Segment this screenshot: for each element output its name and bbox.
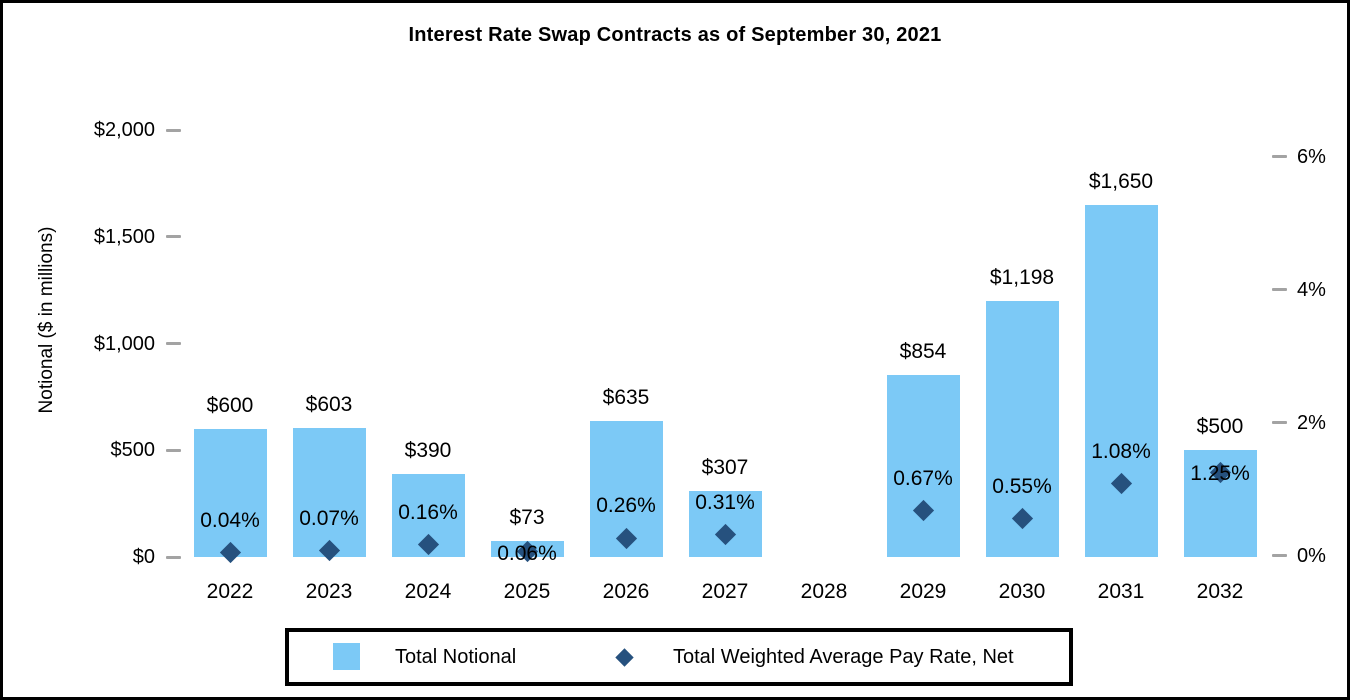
x-axis-category-label: 2028 <box>800 580 848 603</box>
total-notional-bar <box>1084 204 1158 557</box>
bar-value-label: $73 <box>509 506 545 530</box>
right-axis-tick-label: 4% <box>1297 278 1326 301</box>
left-axis-tick <box>166 342 181 345</box>
pay-rate-label: 1.25% <box>1190 462 1250 486</box>
bar-value-label: $500 <box>1196 415 1244 439</box>
left-axis-tick <box>166 235 181 239</box>
legend-diamond-icon <box>615 647 634 667</box>
left-axis-tick <box>166 128 181 132</box>
pay-rate-label: 0.55% <box>992 474 1052 498</box>
bar-value-label: $854 <box>899 339 947 363</box>
right-axis-tick <box>1272 288 1287 291</box>
bar-value-label: $635 <box>602 386 650 410</box>
total-notional-bar <box>688 491 762 557</box>
bar-value-label: $1,198 <box>989 266 1055 290</box>
legend-label-pay-rate: Total Weighted Average Pay Rate, Net <box>673 646 1014 668</box>
x-axis-category-label: 2031 <box>1097 580 1145 603</box>
total-notional-bar <box>292 428 366 557</box>
bar-value-label: $307 <box>701 456 749 480</box>
left-axis-tick-label: $500 <box>110 439 156 462</box>
bar-value-label: $1,650 <box>1088 169 1154 193</box>
left-axis-tick <box>166 448 181 452</box>
pay-rate-label: 0.06% <box>497 541 557 565</box>
legend-bar-swatch-icon <box>333 643 360 670</box>
bar-value-label: $600 <box>206 393 254 417</box>
legend: Total Notional Total Weighted Average Pa… <box>285 628 1073 686</box>
pay-rate-label: 0.07% <box>299 506 359 530</box>
x-axis-category-label: 2029 <box>899 580 947 603</box>
pay-rate-label: 0.16% <box>398 500 458 524</box>
pay-rate-label: 1.08% <box>1091 439 1151 463</box>
legend-label-total-notional: Total Notional <box>395 646 517 668</box>
left-axis-tick-label: $0 <box>132 546 155 568</box>
pay-rate-label: 0.31% <box>695 490 755 514</box>
total-notional-bar <box>886 374 960 557</box>
right-axis-tick-label: 2% <box>1297 411 1326 434</box>
x-axis-category-label: 2032 <box>1196 580 1244 603</box>
right-axis-tick <box>1272 155 1287 158</box>
x-axis-category-label: 2027 <box>701 580 749 603</box>
right-axis-tick <box>1272 421 1287 424</box>
x-axis-category-label: 2024 <box>404 580 452 603</box>
right-axis-tick-label: 6% <box>1297 145 1326 168</box>
pay-rate-label: 0.67% <box>893 466 953 490</box>
chart-title: Interest Rate Swap Contracts as of Septe… <box>408 24 942 46</box>
pay-rate-label: 0.04% <box>200 508 260 532</box>
left-axis-tick <box>166 555 181 559</box>
left-axis-title: Notional ($ in millions) <box>36 226 57 414</box>
left-axis-tick-label: $1,000 <box>93 332 155 355</box>
bar-value-label: $603 <box>305 393 353 417</box>
x-axis-category-label: 2030 <box>998 580 1046 603</box>
x-axis-category-label: 2025 <box>503 580 551 603</box>
total-notional-bar <box>193 428 267 557</box>
right-axis-tick-label: 0% <box>1297 544 1326 567</box>
right-axis-tick <box>1272 554 1287 557</box>
pay-rate-label: 0.26% <box>596 494 656 518</box>
bar-value-label: $390 <box>404 438 452 462</box>
x-axis-category-label: 2022 <box>206 580 254 603</box>
left-axis-tick-label: $1,500 <box>93 225 155 248</box>
left-axis-tick-label: $2,000 <box>93 119 155 141</box>
x-axis-category-label: 2023 <box>305 580 353 603</box>
x-axis-category-label: 2026 <box>602 580 650 603</box>
